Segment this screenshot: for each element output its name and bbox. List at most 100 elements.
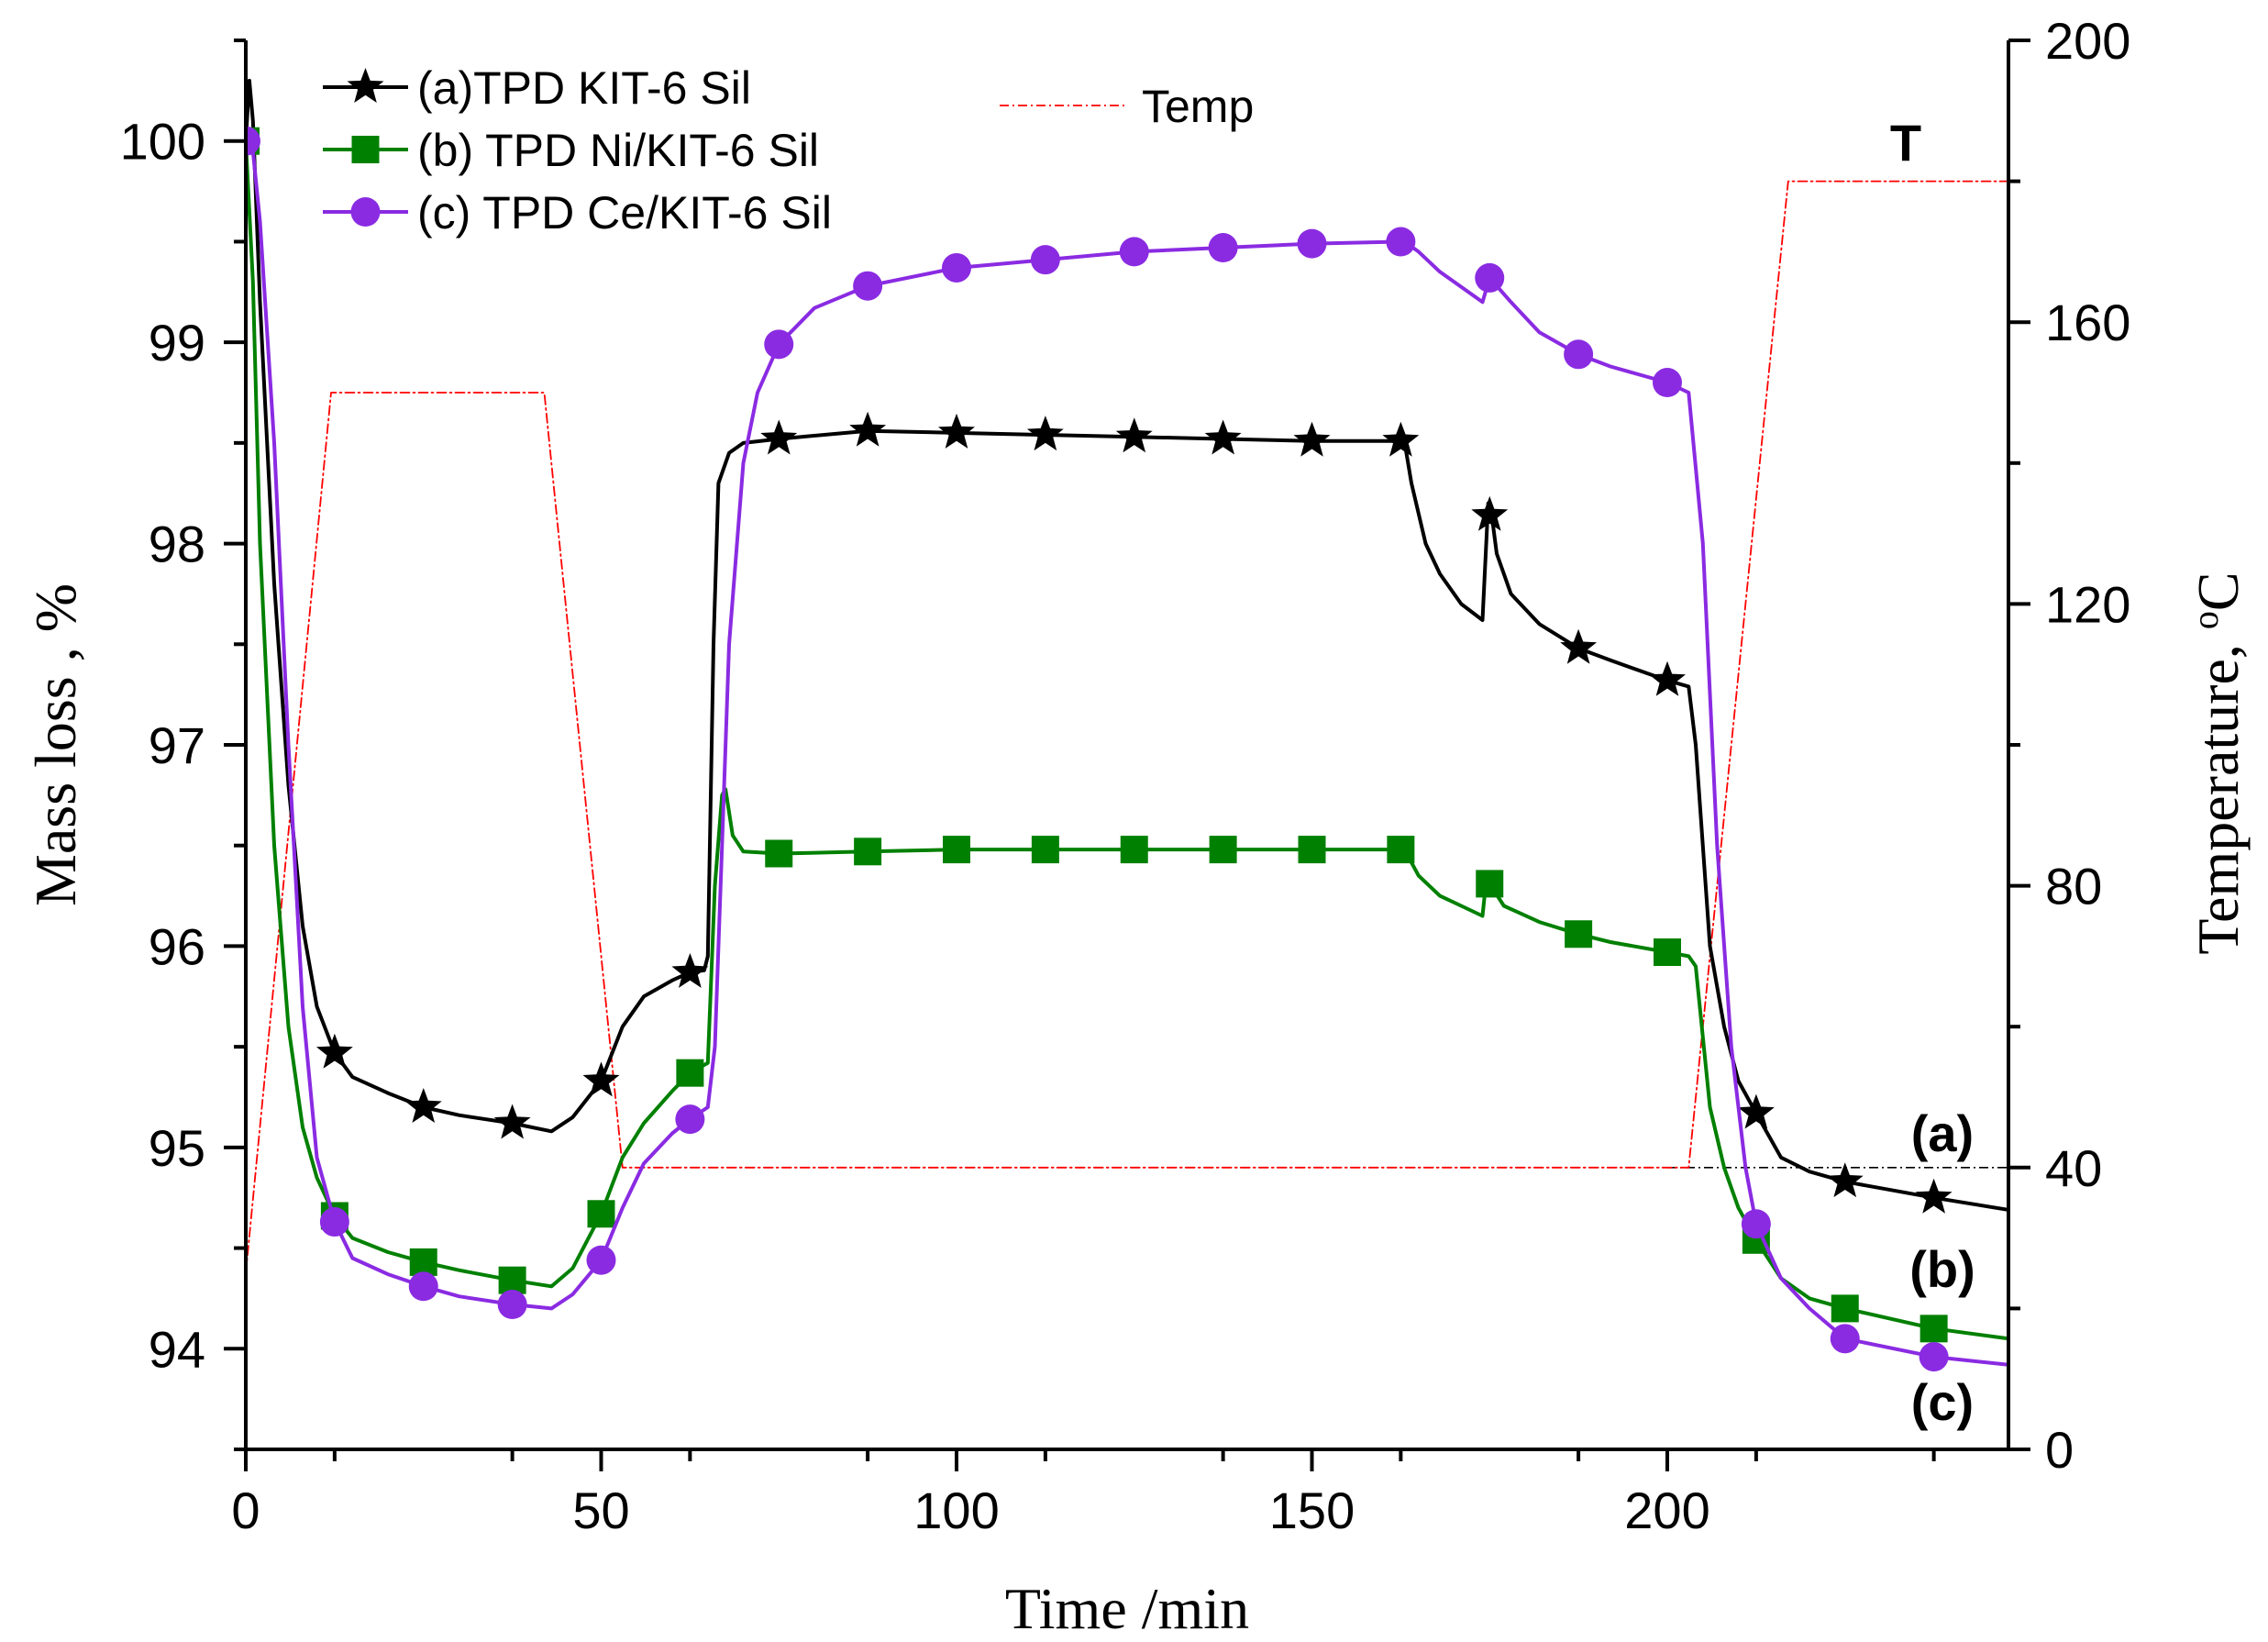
legend-entry: Temp: [1000, 81, 1254, 132]
x-tick-label: 150: [1269, 1481, 1355, 1539]
data-point: [1387, 836, 1415, 864]
data-point: [764, 329, 794, 360]
legend-entry: (c) TPD Ce/KIT-6 Sil: [323, 187, 832, 239]
data-point: [1565, 920, 1593, 949]
annotation-label: (b): [1909, 1240, 1975, 1298]
data-point: [853, 271, 883, 301]
legend-marker: [347, 68, 384, 103]
legend-label: (a)TPD KIT-6 Sil: [417, 62, 751, 114]
data-point: [1120, 836, 1148, 864]
data-point: [943, 836, 970, 864]
data-point: [1654, 938, 1681, 967]
y2-tick-label: 200: [2045, 12, 2130, 70]
data-point: [1737, 1093, 1775, 1129]
data-point: [1826, 1162, 1864, 1198]
data-point: [498, 1266, 526, 1294]
data-point: [1471, 495, 1509, 531]
axis-labels: Time /min Mass loss , % Temperature, oC: [23, 571, 2251, 1641]
data-point: [1741, 1209, 1771, 1239]
data-point: [582, 1061, 620, 1097]
data-point: [1209, 836, 1237, 864]
data-point: [1204, 419, 1242, 455]
x-axis-label: Time /min: [1005, 1576, 1249, 1641]
legend-marker: [350, 197, 381, 227]
data-point: [676, 1059, 704, 1087]
data-point: [1115, 417, 1153, 453]
data-point: [1920, 1315, 1948, 1343]
y2-axis-label-degree: o: [2185, 611, 2226, 629]
data-point: [765, 839, 793, 868]
data-point: [1026, 416, 1064, 451]
series-line: [246, 139, 2008, 1367]
data-point: [760, 419, 798, 455]
data-point: [1915, 1178, 1953, 1214]
data-point: [246, 126, 260, 156]
y2-tick-label: 80: [2045, 858, 2102, 915]
data-point: [1298, 836, 1326, 864]
data-point: [671, 953, 709, 988]
y-tick-label: 94: [149, 1320, 205, 1378]
y-tick-label: 99: [149, 314, 205, 372]
data-point: [409, 1248, 437, 1276]
series-line: [246, 180, 2008, 1274]
axes: 0 50 100 150 200 94 95 96 97 98 99 100 0 40 80 120 160 20…: [120, 12, 2131, 1539]
data-point: [1119, 237, 1149, 267]
y2-tick-label: 160: [2045, 294, 2130, 351]
data-point: [1653, 368, 1682, 398]
data-point: [587, 1200, 615, 1228]
annotation-label: T: [1890, 114, 1921, 172]
data-point: [849, 411, 887, 447]
y2-tick-label: 120: [2045, 575, 2130, 633]
y-tick-label: 98: [149, 516, 205, 573]
data-point: [938, 413, 975, 449]
x-tick-label: 100: [913, 1481, 999, 1539]
data-point: [1031, 836, 1059, 864]
data-point: [1386, 227, 1416, 257]
legend-label: (b) TPD Ni/KIT-6 Sil: [417, 125, 819, 176]
data-point: [404, 1088, 442, 1123]
data-point: [675, 1104, 705, 1135]
series-0: [246, 78, 2008, 1214]
data-point: [854, 838, 882, 866]
y2-tick-label: 40: [2045, 1139, 2102, 1197]
y-tick-label: 96: [149, 917, 205, 975]
data-point: [1208, 233, 1238, 263]
y-tick-label: 97: [149, 716, 205, 774]
series-line: [246, 139, 2008, 1341]
x-tick-label: 50: [572, 1481, 629, 1539]
data-point: [1293, 421, 1331, 457]
series-1: [246, 127, 2008, 1343]
y-axis-label: Mass loss , %: [23, 583, 88, 906]
x-tick-label: 200: [1624, 1481, 1709, 1539]
data-point: [942, 252, 971, 283]
legend-label: Temp: [1142, 81, 1254, 132]
data-point: [1649, 660, 1686, 696]
data-point: [1476, 870, 1504, 898]
data-point: [1560, 628, 1598, 664]
series-2: [246, 126, 2008, 1372]
y2-axis-label: Temperature, oC: [2185, 571, 2251, 954]
y-tick-label: 100: [120, 113, 205, 171]
legend-marker: [351, 136, 380, 163]
annotation-label: (a): [1911, 1104, 1974, 1162]
data-point: [1297, 228, 1327, 259]
data-point: [408, 1271, 438, 1302]
legend: (a)TPD KIT-6 Sil (b) TPD Ni/KIT-6 Sil (c) …: [323, 62, 1254, 239]
y2-tick-label: 0: [2045, 1421, 2074, 1479]
legend-entry: (b) TPD Ni/KIT-6 Sil: [323, 125, 819, 176]
legend-entry: (a)TPD KIT-6 Sil: [323, 62, 751, 114]
data-point: [1030, 245, 1060, 275]
data-point: [497, 1290, 527, 1320]
y2-axis-label-prefix: Temperature,: [2185, 629, 2251, 954]
data-point: [315, 1033, 353, 1069]
legend-label: (c) TPD Ce/KIT-6 Sil: [417, 187, 832, 239]
y-tick-label: 95: [149, 1119, 205, 1177]
data-point: [1382, 421, 1420, 457]
x-tick-label: 0: [231, 1481, 260, 1539]
data-point: [1831, 1294, 1859, 1323]
data-point: [1919, 1342, 1949, 1372]
data-point: [586, 1245, 616, 1275]
data-point: [493, 1104, 531, 1139]
data-point: [1830, 1324, 1860, 1354]
